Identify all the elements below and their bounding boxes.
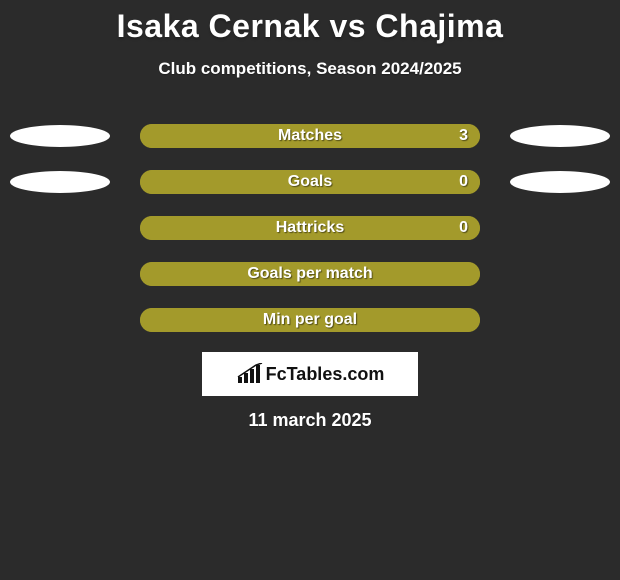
player-ellipse-right bbox=[510, 171, 610, 193]
stat-bar: Min per goal bbox=[140, 308, 480, 332]
player-ellipse-left bbox=[10, 125, 110, 147]
stat-label: Goals bbox=[140, 170, 480, 194]
stat-value: 0 bbox=[459, 170, 468, 194]
stat-value: 0 bbox=[459, 216, 468, 240]
logo: FcTables.com bbox=[202, 352, 418, 396]
page-title: Isaka Cernak vs Chajima bbox=[0, 0, 620, 45]
subtitle: Club competitions, Season 2024/2025 bbox=[0, 59, 620, 79]
stat-value: 3 bbox=[459, 124, 468, 148]
stat-bar: Hattricks0 bbox=[140, 216, 480, 240]
stat-label: Matches bbox=[140, 124, 480, 148]
logo-text: FcTables.com bbox=[266, 364, 385, 385]
stat-rows: Matches3Goals0Hattricks0Goals per matchM… bbox=[0, 124, 620, 354]
stat-bar: Goals per match bbox=[140, 262, 480, 286]
stat-label: Min per goal bbox=[140, 308, 480, 332]
stat-label: Hattricks bbox=[140, 216, 480, 240]
bars-icon bbox=[236, 363, 264, 385]
player-ellipse-left bbox=[10, 171, 110, 193]
player-ellipse-right bbox=[510, 125, 610, 147]
stat-label: Goals per match bbox=[140, 262, 480, 286]
comparison-infographic: Isaka Cernak vs Chajima Club competition… bbox=[0, 0, 620, 580]
stat-row: Matches3 bbox=[0, 124, 620, 148]
stat-bar: Matches3 bbox=[140, 124, 480, 148]
stat-row: Goals per match bbox=[0, 262, 620, 286]
stat-row: Min per goal bbox=[0, 308, 620, 332]
stat-bar: Goals0 bbox=[140, 170, 480, 194]
generated-date: 11 march 2025 bbox=[0, 410, 620, 431]
stat-row: Goals0 bbox=[0, 170, 620, 194]
stat-row: Hattricks0 bbox=[0, 216, 620, 240]
